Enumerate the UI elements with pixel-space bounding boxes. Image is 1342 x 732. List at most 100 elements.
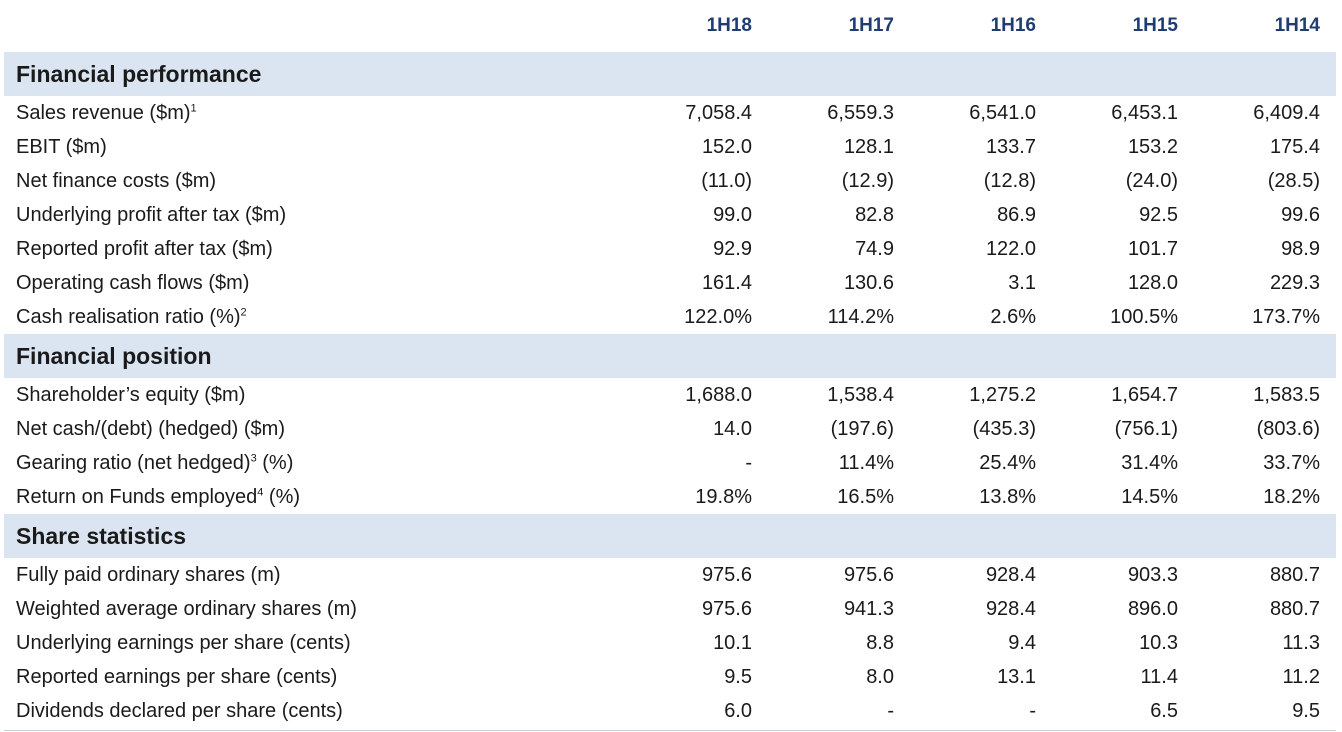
table-cell: 13.8% [979,486,1036,508]
section-title: Share statistics [16,523,187,549]
row-label: Fully paid ordinary shares (m) [16,564,281,586]
table-cell: (12.9) [841,170,894,192]
table-cell: 128.1 [843,136,894,158]
table-cell: 14.0 [713,418,752,440]
table-cell: - [1029,700,1036,722]
table-cell: 99.6 [1281,204,1320,226]
table-cell: 153.2 [1127,136,1178,158]
table-cell: 1,275.2 [969,384,1036,406]
table-cell: 903.3 [1127,564,1178,586]
section-header-financial-performance: Financial performance [4,52,1336,96]
table-row: Cash realisation ratio (%)2 122.0% 114.2… [4,300,1336,334]
table-cell: (12.8) [983,170,1036,192]
table-cell: 941.3 [843,598,894,620]
section-title: Financial performance [16,61,262,87]
table-cell: 99.0 [713,204,752,226]
table-cell: 10.1 [713,632,752,654]
table-cell: 152.0 [701,136,752,158]
table-row: Reported profit after tax ($m) 92.9 74.9… [4,232,1336,266]
table-cell: 86.9 [997,204,1036,226]
footnote-marker: 1 [190,102,197,115]
table-bottom-divider [4,730,1336,731]
table-cell: 92.9 [713,238,752,260]
table-cell: 2.6% [990,306,1036,328]
table-header-row: 1H18 1H17 1H16 1H15 1H14 [4,0,1336,52]
row-label: Return on Funds employed4 (%) [16,486,301,508]
row-label: Operating cash flows ($m) [16,272,250,294]
table-cell: (435.3) [972,418,1036,440]
column-header: 1H14 [1274,15,1320,36]
table-row: Shareholder’s equity ($m) 1,688.0 1,538.… [4,378,1336,412]
table-row: Underlying profit after tax ($m) 99.0 82… [4,198,1336,232]
table-row: Reported earnings per share (cents) 9.5 … [4,660,1336,694]
table-cell: 130.6 [843,272,894,294]
row-label: Cash realisation ratio (%)2 [16,306,247,328]
table-row: Sales revenue ($m)1 7,058.4 6,559.3 6,54… [4,96,1336,130]
table-cell: (11.0) [701,170,752,192]
table-row: Gearing ratio (net hedged)3 (%) - 11.4% … [4,446,1336,480]
table-cell: 128.0 [1127,272,1178,294]
table-cell: 1,583.5 [1253,384,1320,406]
table-cell: 6,409.4 [1253,102,1320,124]
table-cell: 229.3 [1269,272,1320,294]
table-cell: 122.0 [985,238,1036,260]
table-cell: 3.1 [1008,272,1036,294]
table-cell: 11.3 [1282,632,1320,654]
table-cell: 16.5% [837,486,894,508]
table-row: Net finance costs ($m) (11.0) (12.9) (12… [4,164,1336,198]
footnote-marker: 4 [257,486,264,499]
footnote-marker: 2 [240,306,247,319]
table-row: Weighted average ordinary shares (m) 975… [4,592,1336,626]
table-row: EBIT ($m) 152.0 128.1 133.7 153.2 175.4 [4,130,1336,164]
table-cell: 6.5 [1150,700,1178,722]
table-cell: 6,559.3 [827,102,894,124]
table-cell: 8.8 [866,632,894,654]
table-cell: 101.7 [1127,238,1178,260]
row-label: Underlying profit after tax ($m) [16,204,287,226]
table-row: Operating cash flows ($m) 161.4 130.6 3.… [4,266,1336,300]
table-cell: 98.9 [1281,238,1320,260]
table-cell: 161.4 [701,272,752,294]
row-label: Shareholder’s equity ($m) [16,384,246,406]
table-row: Underlying earnings per share (cents) 10… [4,626,1336,660]
table-cell: 7,058.4 [685,102,752,124]
table-row: Return on Funds employed4 (%) 19.8% 16.5… [4,480,1336,514]
table-cell: (197.6) [830,418,894,440]
column-header: 1H15 [1132,15,1178,36]
table-cell: 1,654.7 [1111,384,1178,406]
table-cell: 11.2 [1282,666,1320,688]
table-row: Net cash/(debt) (hedged) ($m) 14.0 (197.… [4,412,1336,446]
table-cell: 25.4% [979,452,1036,474]
table-cell: 880.7 [1269,598,1320,620]
table-cell: 19.8% [695,486,752,508]
table-cell: 13.1 [997,666,1036,688]
table-cell: 975.6 [843,564,894,586]
row-label: Reported profit after tax ($m) [16,238,273,260]
table-cell: 175.4 [1269,136,1320,158]
table-cell: 975.6 [701,598,752,620]
row-label: Weighted average ordinary shares (m) [16,598,357,620]
table-cell: (24.0) [1125,170,1178,192]
row-label: Sales revenue ($m)1 [16,102,197,124]
table-cell: 6,453.1 [1111,102,1178,124]
row-label: EBIT ($m) [16,136,107,158]
section-title: Financial position [16,343,212,369]
table-cell: (803.6) [1256,418,1320,440]
table-cell: 173.7% [1252,306,1320,328]
row-label: Net cash/(debt) (hedged) ($m) [16,418,286,440]
table-row: Fully paid ordinary shares (m) 975.6 975… [4,558,1336,592]
table-cell: 122.0% [684,306,752,328]
column-header: 1H16 [990,15,1036,36]
table-cell: 1,688.0 [685,384,752,406]
table-cell: 11.4 [1140,666,1178,688]
table-cell: - [745,452,752,474]
column-header: 1H17 [848,15,894,36]
row-label: Net finance costs ($m) [16,170,217,192]
table-cell: 114.2% [827,306,894,328]
table-cell: 9.5 [1292,700,1320,722]
table-cell: 975.6 [701,564,752,586]
table-cell: - [887,700,894,722]
column-header: 1H18 [706,15,752,36]
footnote-marker: 3 [250,452,257,465]
table-cell: 880.7 [1269,564,1320,586]
